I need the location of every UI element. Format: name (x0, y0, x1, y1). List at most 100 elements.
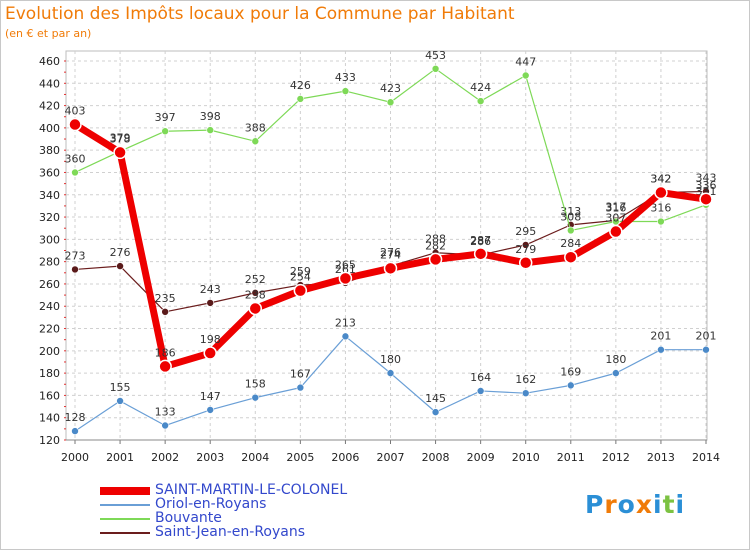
data-point-oriol-en-royans (566, 381, 575, 390)
logo-letter: o (617, 490, 636, 519)
data-point-oriol-en-royans (161, 421, 169, 430)
data-label-oriol-en-royans: 147 (200, 390, 221, 403)
data-label-saint-jean-en-royans: 343 (696, 171, 717, 184)
data-point-bouvante (296, 95, 305, 103)
y-tick-label: 200 (39, 345, 60, 358)
data-label-saint-martin-le-colonel: 282 (425, 239, 446, 252)
legend-label: Oriol-en-Royans (155, 496, 267, 512)
data-point-saint-martin-le-colonel (113, 145, 127, 160)
data-point-bouvante (386, 98, 395, 107)
data-point-oriol-en-royans (251, 393, 260, 402)
x-tick-label: 2006 (331, 451, 359, 464)
chart-title: Evolution des Impôts locaux pour la Comm… (5, 4, 515, 24)
legend-swatch (100, 518, 150, 520)
data-point-saint-jean-en-royans (71, 265, 79, 274)
proxiti-logo: Proxiti (585, 490, 685, 519)
y-tick-label: 360 (39, 166, 60, 179)
data-point-bouvante (251, 137, 260, 146)
data-label-saint-martin-le-colonel: 287 (470, 234, 491, 247)
logo-letter: P (585, 490, 605, 519)
data-point-saint-martin-le-colonel (248, 301, 263, 316)
data-point-bouvante (161, 127, 169, 136)
x-tick-label: 2007 (377, 451, 405, 464)
y-tick-label: 400 (39, 122, 60, 135)
y-tick-label: 140 (39, 412, 60, 425)
data-label-saint-martin-le-colonel: 342 (650, 173, 671, 186)
data-point-saint-martin-le-colonel (609, 224, 623, 239)
data-label-bouvante: 397 (155, 111, 176, 124)
data-point-oriol-en-royans (296, 383, 305, 392)
data-label-saint-jean-en-royans: 286 (470, 235, 491, 248)
x-tick-label: 2000 (61, 451, 89, 464)
logo-letter: i (653, 490, 663, 519)
y-tick-label: 320 (39, 211, 60, 224)
data-label-saint-jean-en-royans: 276 (110, 246, 131, 259)
x-tick-label: 2011 (557, 451, 585, 464)
data-label-saint-jean-en-royans: 276 (380, 246, 401, 259)
data-point-saint-martin-le-colonel (654, 185, 668, 200)
data-label-saint-martin-le-colonel: 238 (245, 288, 266, 301)
data-label-bouvante: 316 (650, 202, 671, 215)
data-point-saint-martin-le-colonel (68, 117, 82, 132)
data-label-bouvante: 426 (290, 79, 311, 92)
data-label-oriol-en-royans: 169 (560, 365, 581, 378)
data-label-saint-jean-en-royans: 288 (425, 233, 446, 246)
y-tick-label: 120 (39, 434, 60, 447)
data-label-saint-jean-en-royans: 342 (650, 173, 671, 186)
data-label-saint-martin-le-colonel: 186 (155, 346, 176, 359)
data-label-oriol-en-royans: 158 (245, 378, 266, 391)
data-label-bouvante: 447 (515, 55, 536, 68)
data-label-saint-jean-en-royans: 295 (515, 225, 536, 238)
data-label-oriol-en-royans: 180 (605, 353, 626, 366)
y-tick-label: 260 (39, 278, 60, 291)
data-point-oriol-en-royans (657, 345, 665, 354)
data-label-saint-jean-en-royans: 317 (605, 200, 626, 213)
data-label-saint-martin-le-colonel: 274 (380, 248, 401, 261)
data-point-saint-jean-en-royans (116, 262, 124, 270)
legend-swatch (100, 532, 150, 534)
data-point-oriol-en-royans (206, 406, 215, 414)
data-label-bouvante: 388 (245, 121, 266, 134)
data-label-oriol-en-royans: 167 (290, 368, 311, 381)
data-label-saint-martin-le-colonel: 403 (65, 105, 86, 118)
y-tick-label: 220 (39, 323, 60, 336)
data-label-oriol-en-royans: 180 (380, 353, 401, 366)
data-point-saint-jean-en-royans (251, 289, 260, 297)
data-label-saint-martin-le-colonel: 284 (560, 237, 581, 250)
data-label-bouvante: 398 (200, 110, 221, 123)
data-point-oriol-en-royans (341, 332, 350, 341)
y-tick-label: 240 (39, 300, 60, 313)
chart-subtitle: (en € et par an) (5, 27, 92, 40)
data-label-oriol-en-royans: 164 (470, 371, 491, 384)
y-tick-label: 340 (39, 189, 60, 202)
legend-label: Bouvante (155, 510, 222, 526)
legend-label: Saint-Jean-en-Royans (155, 524, 306, 540)
x-tick-label: 2008 (422, 451, 450, 464)
data-label-bouvante: 423 (380, 82, 401, 95)
data-point-saint-martin-le-colonel (428, 252, 443, 267)
legend-swatch (100, 504, 150, 506)
data-label-saint-martin-le-colonel: 307 (605, 212, 626, 225)
legend-swatch (100, 487, 150, 495)
data-label-saint-martin-le-colonel: 265 (335, 258, 356, 271)
data-point-saint-martin-le-colonel (518, 256, 533, 270)
data-point-saint-jean-en-royans (521, 241, 530, 249)
data-point-bouvante (566, 226, 575, 235)
data-point-bouvante (341, 87, 350, 95)
data-point-oriol-en-royans (116, 397, 124, 405)
data-point-saint-martin-le-colonel (293, 283, 308, 298)
x-tick-label: 2005 (286, 451, 314, 464)
data-label-bouvante: 308 (560, 210, 581, 223)
data-label-saint-martin-le-colonel: 198 (200, 333, 221, 346)
y-tick-label: 440 (39, 77, 60, 90)
data-label-bouvante: 453 (425, 49, 446, 62)
data-label-oriol-en-royans: 128 (65, 411, 86, 424)
data-point-saint-martin-le-colonel (203, 346, 217, 360)
data-point-saint-martin-le-colonel (473, 247, 488, 261)
data-label-saint-jean-en-royans: 259 (290, 265, 311, 278)
data-point-saint-jean-en-royans (206, 299, 215, 307)
data-label-saint-jean-en-royans: 235 (155, 292, 176, 305)
x-tick-label: 2013 (647, 451, 675, 464)
data-point-oriol-en-royans (386, 369, 395, 377)
x-tick-label: 2002 (151, 451, 179, 464)
